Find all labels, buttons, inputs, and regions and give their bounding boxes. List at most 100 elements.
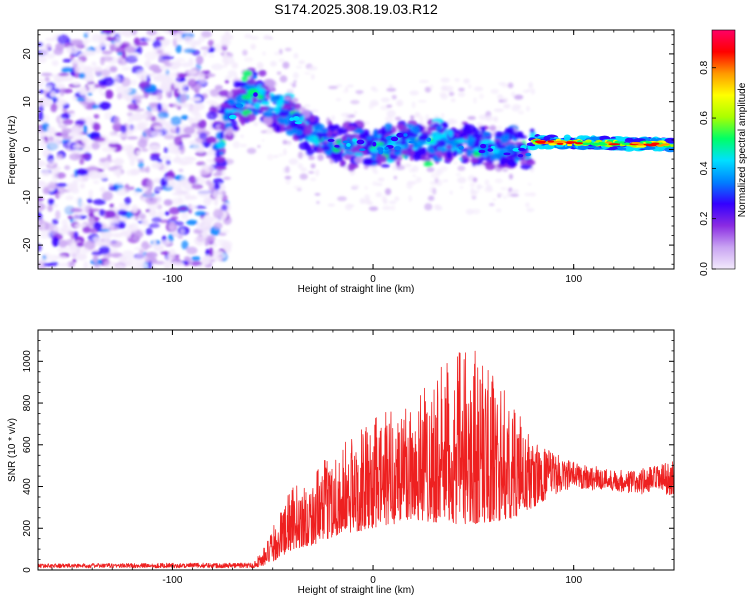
heatmap-cell (75, 168, 89, 176)
heatmap-cell (528, 81, 533, 89)
colorbar-ticks: 0.0 0.2 0.4 0.6 0.8 (699, 60, 716, 276)
heatmap-cell (563, 134, 571, 141)
heatmap-peak (518, 147, 526, 151)
heatmap-cell (188, 175, 196, 185)
heatmap-cell (55, 42, 65, 52)
heatmap-cell (488, 203, 495, 207)
heatmap-cell (112, 122, 123, 132)
heatmap-cell (377, 177, 385, 182)
heatmap-cell (83, 32, 89, 39)
heatmap-cell (126, 136, 139, 140)
heatmap-cell (120, 216, 127, 220)
heatmap-cell (72, 258, 77, 263)
heatmap-cell (349, 133, 361, 142)
heatmap-cell (61, 66, 74, 73)
heatmap-cell (87, 84, 95, 89)
heatmap-cell (114, 264, 126, 269)
heatmap-cell (517, 105, 521, 109)
heatmap-cell (467, 116, 476, 120)
heatmap-cell (41, 170, 51, 177)
heatmap-cell (47, 183, 59, 189)
heatmap-cell (502, 97, 509, 103)
heatmap-cell (177, 235, 183, 239)
heatmap-cell (349, 164, 359, 169)
heatmap-cell (119, 30, 126, 36)
heatmap-cell (445, 144, 452, 150)
heatmap-cell (39, 130, 47, 137)
heatmap-cell (127, 103, 140, 110)
heatmap-cell (269, 95, 278, 103)
heatmap-cell (136, 46, 143, 55)
heatmap-cell (38, 105, 44, 112)
heatmap-cell (389, 154, 398, 161)
heatmap-cell (457, 176, 467, 184)
heatmap-cell (170, 116, 182, 126)
heatmap-cell (300, 167, 308, 172)
heatmap-cell (386, 87, 397, 92)
heatmap-cell (339, 159, 346, 168)
heatmap-cell (163, 134, 176, 140)
heatmap-cell (222, 113, 230, 122)
heatmap-cell (430, 172, 440, 179)
heatmap-cell (436, 150, 443, 159)
colorbar-label: Normalized spectral amplitude (737, 82, 748, 217)
heatmap-cell (175, 221, 184, 226)
heatmap-cell (108, 142, 120, 148)
heatmap-cell (58, 239, 68, 248)
heatmap-cell (41, 46, 49, 56)
heatmap-cell (157, 111, 169, 119)
spectrogram-ytick-label: 10 (22, 96, 33, 108)
heatmap-cell (216, 168, 223, 176)
heatmap-cell (62, 58, 72, 63)
heatmap-cell (79, 183, 86, 189)
heatmap-cell (214, 84, 223, 91)
heatmap-cell (282, 61, 290, 69)
heatmap-cell (298, 151, 303, 159)
heatmap-cell (142, 218, 149, 227)
heatmap-cell (183, 126, 196, 135)
heatmap-cell (160, 155, 172, 160)
heatmap-cell (201, 215, 215, 224)
heatmap-peak (605, 141, 613, 144)
heatmap-cell (181, 212, 189, 220)
heatmap-cell (64, 165, 71, 170)
heatmap-cell (146, 30, 157, 36)
heatmap-cell (376, 128, 387, 136)
heatmap-cell (113, 116, 121, 125)
heatmap-cell (79, 153, 90, 159)
heatmap-cell (392, 143, 402, 147)
heatmap-cell (278, 110, 290, 117)
heatmap-cell (98, 38, 106, 48)
heatmap-cell (493, 116, 499, 122)
heatmap-cell (472, 129, 481, 134)
heatmap-cell (411, 101, 416, 109)
heatmap-cell (195, 55, 204, 65)
heatmap-cell (78, 72, 86, 79)
heatmap-cell (327, 203, 335, 207)
heatmap-peak (535, 140, 547, 143)
heatmap-cell (44, 222, 54, 231)
heatmap-cell (299, 173, 308, 180)
heatmap-cell (468, 83, 472, 89)
heatmap-peak (390, 136, 399, 142)
heatmap-cell (508, 173, 514, 180)
heatmap-cell (474, 137, 482, 143)
heatmap-cell (222, 240, 233, 250)
heatmap-cell (158, 38, 171, 46)
heatmap-cell (59, 87, 65, 97)
heatmap-cell (145, 196, 158, 205)
heatmap-cell (308, 171, 315, 174)
colorbar-tick-label: 0.8 (699, 60, 710, 74)
heatmap-cell (454, 78, 460, 82)
heatmap-cell (275, 124, 281, 133)
heatmap-cell (203, 164, 214, 173)
heatmap-cell (70, 207, 82, 213)
heatmap-cell (260, 130, 267, 134)
heatmap-cell (340, 112, 351, 117)
heatmap-cell (191, 117, 199, 123)
heatmap-cell (512, 131, 524, 140)
heatmap-cell (414, 149, 422, 157)
heatmap-cell (501, 156, 507, 160)
